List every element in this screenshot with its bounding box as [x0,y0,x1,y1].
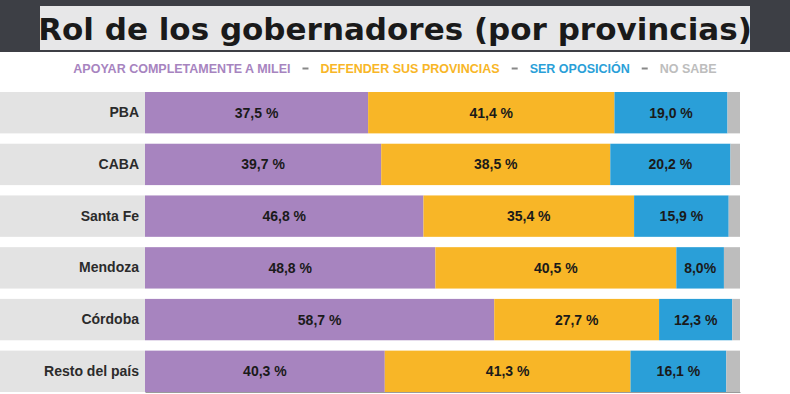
bar [385,351,631,392]
bar [730,144,740,185]
data-label: 8,0% [684,260,716,276]
tick-label: CABA [99,156,139,172]
bar [724,247,740,288]
data-label: 16,1 % [657,363,701,379]
bar [145,351,385,392]
category-background [0,144,145,185]
bar [634,195,729,236]
bar [729,195,740,236]
tick: Resto del país [44,363,139,379]
legend-separator [512,68,518,70]
tick: Santa Fe [81,208,140,224]
bar [145,299,494,340]
data-label: 37,5 % [235,105,279,121]
series [145,92,494,392]
bars [145,92,740,392]
category-backgrounds [0,92,145,392]
bar [381,144,610,185]
tick: Mendoza [79,259,139,275]
tick: Córdoba [81,311,139,327]
tick: CABA [99,156,139,172]
bar [145,247,435,288]
legend-entry: SER OPOSICIÓN [530,61,630,76]
bar [610,144,730,185]
bar [614,92,727,133]
data-label: 20,2 % [649,156,693,172]
tick-label: Mendoza [79,259,139,275]
bar [676,247,724,288]
data-label: 48,8 % [268,260,312,276]
data-labels: 37,5 % 39,7 % 46,8 % 48,8 % 58,7 % 40,3 % 41,4… [235,105,718,380]
legend-separator [642,68,648,70]
data-label: 41,4 % [469,105,513,121]
legend-separator [302,68,308,70]
bar [145,92,368,133]
bar [145,144,381,185]
data-label: 38,5 % [474,156,518,172]
bar [732,299,740,340]
legend-entry: APOYAR COMPLETAMENTE A MILEI [73,62,290,76]
bar [494,299,659,340]
data-label: 58,7 % [298,312,342,328]
bar [423,195,634,236]
tick-label: PBA [109,104,139,120]
category-background [0,195,145,236]
y-axis: PBA CABA Santa Fe Mendoza Córdoba Resto del p… [44,104,139,379]
tick-label: Santa Fe [81,208,140,224]
data-label: 12,3 % [674,312,718,328]
bar [659,299,732,340]
series [610,92,732,392]
legend: APOYAR COMPLETAMENTE A MILEI DEFENDER SUS… [73,61,716,76]
tick-label: Córdoba [81,311,139,327]
bar [631,351,727,392]
category-background [0,351,145,392]
tick: PBA [109,104,139,120]
data-label: 41,3 % [486,363,530,379]
axis-line [146,392,741,393]
data-label: 15,9 % [660,208,704,224]
data-label: 35,4 % [507,208,551,224]
data-label: 40,5 % [534,260,578,276]
tick-label: Resto del país [44,363,139,379]
data-label: 27,7 % [555,312,599,328]
data-label: 46,8 % [262,208,306,224]
data-label: 19,0 % [649,105,693,121]
x-axis [146,392,741,393]
series [724,92,740,392]
bar [728,92,740,133]
bar [145,195,423,236]
category-background [0,299,145,340]
series [368,92,676,392]
title: Rol de los gobernadores (por provincias) [38,11,752,47]
bar [368,92,614,133]
bar [435,247,676,288]
legend-entry: NO SABE [660,62,717,76]
category-background [0,92,145,133]
bar [726,351,740,392]
chart: Rol de los gobernadores (por provincias)… [0,0,790,394]
category-background [0,247,145,288]
legend-entry: DEFENDER SUS PROVINCIAS [320,62,499,76]
header-band [0,0,790,52]
data-label: 40,3 % [243,363,287,379]
data-label: 39,7 % [241,156,285,172]
